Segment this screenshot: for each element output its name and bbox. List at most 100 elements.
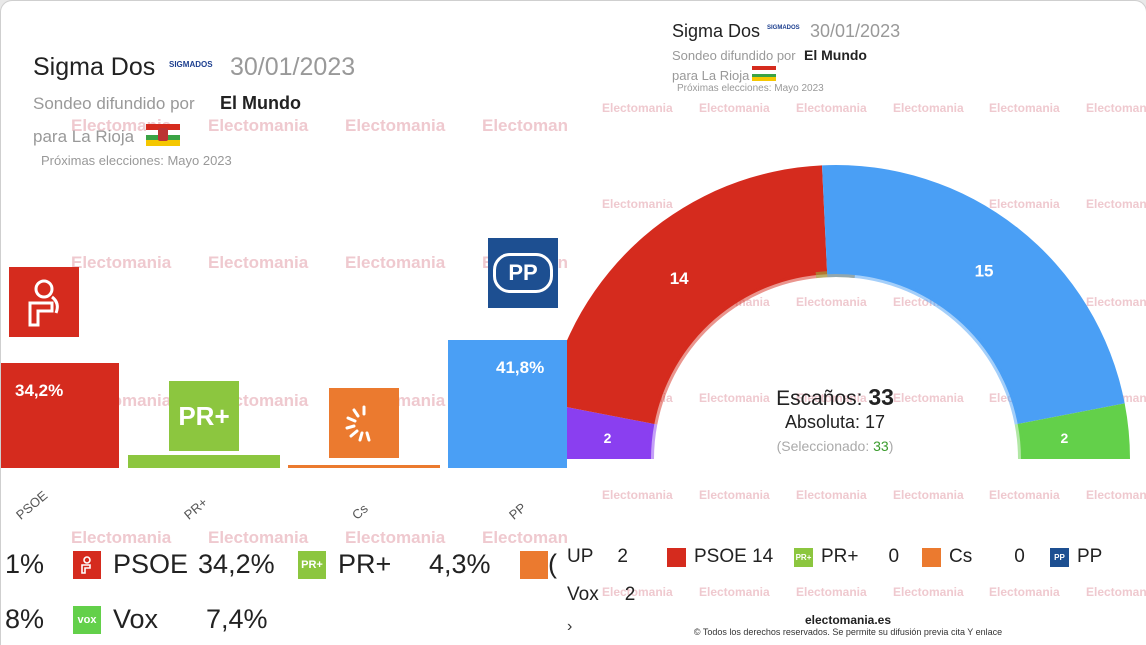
majority-label: Absoluta: 17	[784, 412, 886, 432]
pollster-name: Sigma Dos	[672, 21, 761, 41]
watermark-text: Electomania	[1086, 488, 1146, 502]
watermark-text: Electomania	[208, 528, 309, 547]
watermark-text: Electomania	[989, 197, 1060, 211]
watermark-text: Electomania	[796, 488, 867, 502]
watermark-text: Electomania	[893, 585, 964, 599]
bar-value-label: 41,8%	[496, 357, 545, 377]
chevron-right-icon: ›	[567, 618, 573, 635]
legend-cs: Cs 0	[922, 546, 1025, 568]
region-label: para La Rioja	[33, 127, 135, 146]
category-tick-label: Cs	[349, 500, 371, 523]
seat-arc-vox	[1017, 403, 1130, 459]
cs-icon	[922, 547, 941, 567]
bar-cs	[288, 464, 440, 468]
pp-logo-icon: PP	[488, 238, 558, 308]
bar-psoe	[1, 363, 119, 468]
sponsor-name: El Mundo	[804, 47, 867, 63]
watermark-text: Electomania	[602, 101, 673, 115]
seats-total-label: Escaños: 33	[776, 384, 894, 410]
watermark-text: Electomania	[482, 528, 567, 547]
category-tick-label: PR+	[181, 494, 211, 523]
legend-psoe: PSOE 34,2%	[73, 549, 275, 580]
bar-chart-panel: Electomania Electomania Electomania Electom…	[0, 0, 567, 645]
legend-psoe: PSOE 14	[667, 546, 773, 568]
watermark-text: Electomania	[71, 253, 172, 272]
pr-plus-logo-icon: PR+	[169, 381, 239, 451]
watermark-text: Electomania	[345, 116, 446, 135]
seat-arc-psoe-inner	[651, 271, 828, 425]
legend-pr-plus-value: 4,3%	[429, 549, 491, 579]
seat-arc-psoe	[567, 165, 828, 424]
seat-arc-up-inner	[648, 423, 658, 459]
watermark-text: Electomania	[208, 253, 309, 272]
pollster-logo: SIGMADOS	[767, 25, 800, 31]
category-tick-label: PP	[506, 499, 529, 523]
poll-date: 30/01/2023	[810, 21, 901, 41]
watermark-text: Electomania	[699, 585, 770, 599]
pp-icon: PP	[1050, 547, 1069, 567]
bar-pp	[448, 339, 567, 468]
next-elections: Próximas elecciones: Mayo 2023	[677, 83, 824, 94]
watermark-text: Electomania	[1086, 197, 1146, 211]
legend-pr-plus: PR+ PR+	[298, 549, 391, 580]
seats-semicircle-chart: 2 14 15 2	[567, 165, 1130, 459]
seat-arc-pp	[822, 165, 1125, 424]
legend-up: UP 2	[567, 546, 628, 567]
la-rioja-flag-icon	[752, 65, 776, 83]
watermark-text: Electomania	[796, 295, 867, 309]
watermark-text: Electomania	[796, 391, 867, 405]
watermark-text: Electomania	[796, 585, 867, 599]
site-name: electomania.es	[804, 613, 892, 627]
seat-count-label: 15	[975, 262, 994, 281]
category-tick-label: PSOE	[13, 487, 51, 523]
psoe-logo-icon	[9, 267, 79, 337]
legend-vox: vox Vox	[73, 604, 158, 635]
seat-count-label: 2	[1061, 430, 1069, 446]
watermark-text: Electomania	[602, 197, 673, 211]
seat-arc-up	[567, 407, 655, 459]
bar-value-label: 34,2%	[15, 381, 64, 400]
next-elections: Próximas elecciones: Mayo 2023	[41, 153, 232, 168]
bar-pr-plus	[128, 454, 280, 468]
psoe-icon	[667, 547, 686, 567]
pr-plus-icon: PR+	[298, 550, 326, 579]
pollster-name: Sigma Dos	[33, 53, 156, 81]
seat-count-label: 2	[604, 430, 612, 446]
legend-vox-value: 7,4%	[206, 604, 268, 634]
watermark-text: Electomania	[796, 101, 867, 115]
watermark-text: Electomania	[208, 116, 309, 135]
sponsor-prefix: Sondeo difundido por	[672, 48, 796, 63]
pollster-logo: SIGMADOS	[169, 60, 213, 69]
cs-logo-icon	[329, 388, 399, 458]
sponsor-name: El Mundo	[220, 93, 301, 113]
pr-plus-icon: PR+	[794, 547, 813, 567]
seat-count-label: 14	[670, 269, 689, 288]
selected-label: (Seleccionado: 33)	[776, 438, 894, 454]
seat-arc-pp-inner	[827, 271, 1021, 425]
poll-date: 30/01/2023	[230, 53, 356, 81]
watermark-text: Electomania	[602, 488, 673, 502]
watermark-text: Electomania	[893, 101, 964, 115]
vox-icon: vox	[73, 605, 101, 634]
region-label: para La Rioja	[672, 68, 750, 83]
psoe-icon	[73, 550, 101, 579]
legend-cut-1: 1%	[5, 549, 45, 579]
watermark-text: Electomania	[989, 101, 1060, 115]
legend-pr-plus: PR+ PR+ 0	[794, 546, 900, 567]
watermark-text: Electomania	[1086, 585, 1146, 599]
cs-icon	[520, 551, 548, 579]
legend-cut-2: 8%	[5, 604, 45, 634]
watermark-text: Electomania	[1086, 295, 1146, 309]
seat-arc-vox-inner	[1014, 423, 1024, 459]
watermark-text: Electomania	[1086, 101, 1146, 115]
la-rioja-flag-icon	[146, 124, 180, 146]
watermark-text: Electomania	[699, 101, 770, 115]
seats-chart-panel: Electomania Electomania Electomania Electom…	[567, 0, 1146, 645]
watermark-text: Electomania	[345, 253, 446, 272]
watermark-text: Electomania	[699, 488, 770, 502]
copyright-notice: © Todos los derechos reservados. Se perm…	[693, 627, 1003, 637]
watermark-text: Electomania	[482, 116, 567, 135]
watermark-text: Electomania	[345, 528, 446, 547]
legend-cs-cut: (	[548, 549, 557, 579]
legend-pp: PP PP	[1050, 546, 1102, 568]
